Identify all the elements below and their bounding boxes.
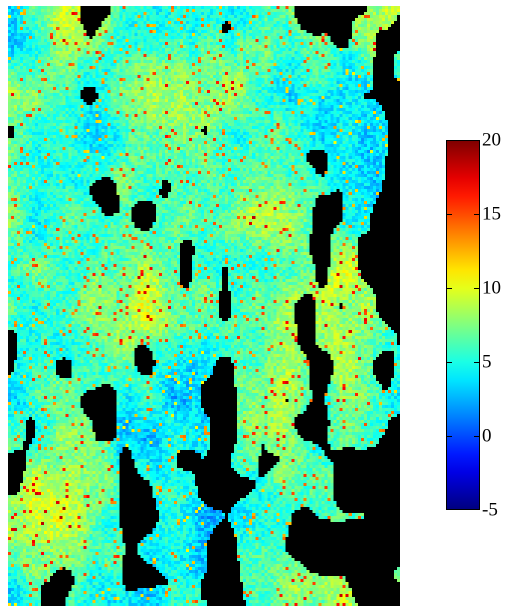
colorbar-tick-mark bbox=[474, 140, 480, 141]
colorbar-tick-mark bbox=[474, 509, 480, 510]
colorbar-tick-label: 20 bbox=[482, 129, 501, 151]
colorbar-tick-label: 10 bbox=[482, 277, 501, 299]
heatmap-panel bbox=[8, 6, 400, 606]
colorbar-tick-mark bbox=[446, 288, 452, 289]
colorbar-tick-label: 15 bbox=[482, 203, 501, 225]
heatmap-image bbox=[8, 6, 400, 606]
colorbar-tick-label: 5 bbox=[482, 351, 492, 373]
colorbar-gradient bbox=[446, 140, 480, 510]
colorbar-tick-mark bbox=[474, 288, 480, 289]
colorbar-tick-mark bbox=[446, 214, 452, 215]
colorbar bbox=[446, 140, 480, 510]
colorbar-tick-mark bbox=[446, 436, 452, 437]
colorbar-tick-mark bbox=[446, 509, 452, 510]
colorbar-tick-mark bbox=[474, 362, 480, 363]
colorbar-tick-mark bbox=[446, 362, 452, 363]
colorbar-tick-mark bbox=[474, 436, 480, 437]
colorbar-tick-label: -5 bbox=[482, 499, 498, 521]
colorbar-tick-mark bbox=[474, 214, 480, 215]
colorbar-tick-label: 0 bbox=[482, 425, 492, 447]
colorbar-tick-mark bbox=[446, 140, 452, 141]
